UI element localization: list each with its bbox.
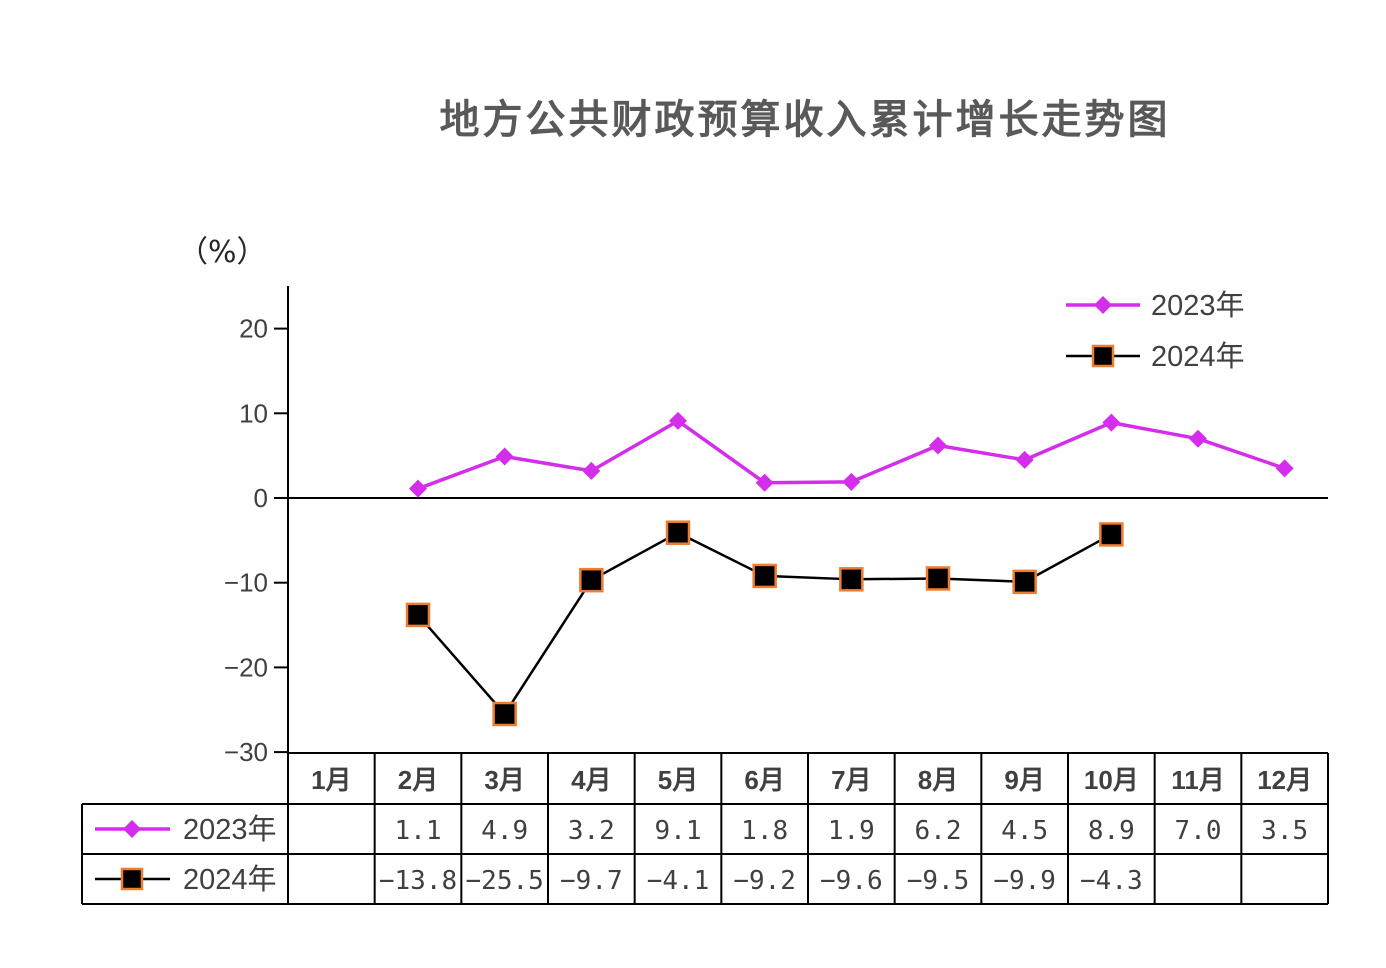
data-label: 6.2	[915, 816, 962, 846]
data-label: −4.1	[647, 866, 710, 896]
data-label: 7.0	[1175, 816, 1222, 846]
table-row-legend-marker	[123, 820, 141, 838]
data-label: 4.5	[1001, 816, 1048, 846]
data-point-marker	[839, 567, 864, 592]
y-tick-label: 0	[254, 483, 268, 513]
y-tick-label: −30	[224, 737, 268, 767]
data-label: −9.5	[907, 866, 970, 896]
y-tick-label: −20	[224, 652, 268, 682]
data-point-marker	[1275, 459, 1294, 478]
data-point-marker	[579, 567, 604, 593]
x-category-label: 6月	[744, 765, 784, 795]
data-label: −9.2	[733, 866, 796, 896]
data-point-marker	[665, 520, 691, 545]
data-point-marker	[1012, 569, 1037, 595]
data-point-marker	[582, 461, 601, 480]
y-tick-label: 20	[239, 314, 268, 344]
y-axis-unit-label: （%）	[178, 235, 267, 270]
data-point-marker	[755, 473, 774, 492]
x-category-label: 2月	[398, 765, 438, 795]
axes-group: 20 10 0 −10 −20 −30	[224, 286, 1328, 767]
data-point-marker	[409, 479, 427, 498]
legend-marker	[1091, 344, 1115, 368]
legend-marker	[1094, 296, 1112, 314]
x-category-label: 11月	[1171, 765, 1225, 795]
x-category-label: 8月	[918, 765, 958, 795]
series-line-2024	[417, 531, 1112, 716]
data-label: 1.1	[395, 816, 442, 846]
data-label: 1.9	[828, 816, 875, 846]
table-row-legend-marker	[120, 867, 144, 891]
x-category-label: 7月	[831, 765, 871, 795]
x-category-label: 12月	[1257, 765, 1312, 795]
data-label: −9.7	[560, 866, 623, 896]
data-label: −13.8	[379, 866, 457, 896]
data-point-marker	[925, 566, 951, 591]
data-table: 1月 2月 3月 4月 5月 6月 7月 8月 9月 10月 11月 12月 2023年 1.1 4.9 3.…	[81, 752, 1329, 905]
data-label: 9.1	[655, 816, 702, 846]
data-label: −4.3	[1080, 866, 1143, 896]
table-row-label: 2023年	[183, 813, 277, 846]
data-point-marker	[752, 563, 777, 589]
data-label: 1.8	[741, 816, 788, 846]
data-point-marker	[1189, 429, 1207, 448]
data-point-marker	[669, 411, 687, 430]
data-label: 4.9	[481, 816, 528, 846]
data-point-marker	[929, 436, 947, 455]
x-category-label: 9月	[1004, 765, 1044, 795]
data-point-marker	[1099, 522, 1124, 547]
y-tick-label: 10	[239, 398, 268, 428]
data-label: 3.5	[1261, 816, 1308, 846]
data-point-marker	[492, 701, 517, 727]
x-category-label: 10月	[1084, 765, 1139, 795]
x-category-label: 3月	[484, 765, 524, 795]
data-point-marker	[1102, 413, 1121, 432]
table-row-label: 2024年	[183, 863, 277, 896]
data-point-marker	[495, 447, 514, 466]
data-label: −9.6	[820, 866, 883, 896]
y-tick-label: −10	[224, 568, 268, 598]
data-point-marker	[842, 472, 861, 491]
legend-label: 2023年	[1151, 289, 1245, 322]
data-point-marker	[1015, 450, 1034, 469]
data-label: 3.2	[568, 816, 615, 846]
data-label: −25.5	[466, 866, 544, 896]
legend: 2023年 2024年	[1066, 289, 1245, 373]
x-category-label: 4月	[571, 765, 611, 795]
series-group	[405, 411, 1294, 727]
x-category-label: 1月	[311, 765, 351, 795]
legend-label: 2024年	[1151, 340, 1245, 373]
chart-title: 地方公共财政预算收入累计增长走势图	[440, 97, 1171, 143]
data-label: 8.9	[1088, 816, 1135, 846]
data-label: −9.9	[993, 866, 1056, 896]
data-point-marker	[405, 602, 431, 628]
x-category-label: 5月	[658, 765, 698, 795]
